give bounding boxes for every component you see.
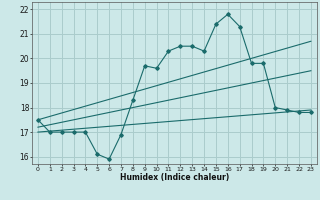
X-axis label: Humidex (Indice chaleur): Humidex (Indice chaleur) xyxy=(120,173,229,182)
